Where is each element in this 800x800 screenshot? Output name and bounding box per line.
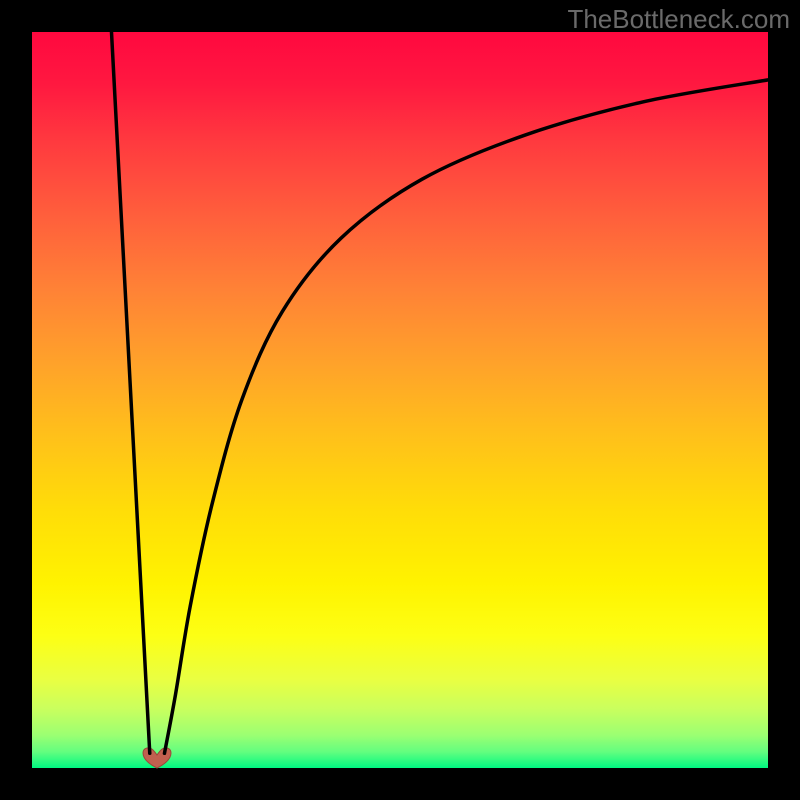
chart-container: TheBottleneck.com <box>0 0 800 800</box>
optimal-marker-heart-icon <box>142 746 172 770</box>
watermark-text: TheBottleneck.com <box>567 4 790 35</box>
gradient-background <box>32 32 768 768</box>
